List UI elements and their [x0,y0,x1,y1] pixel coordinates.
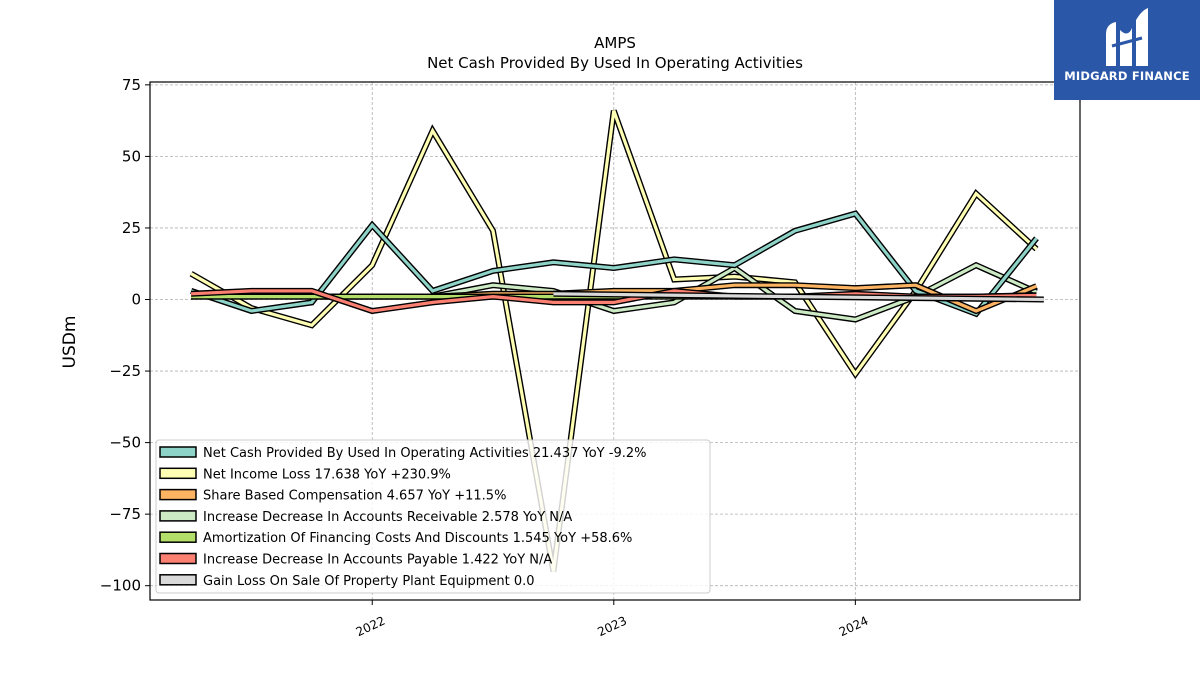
legend: Net Cash Provided By Used In Operating A… [155,439,711,594]
legend-swatch [159,531,197,543]
legend-box [155,439,711,594]
y-tick-label: −25 [109,362,141,380]
chart-subtitle: Net Cash Provided By Used In Operating A… [427,54,803,72]
legend-swatch [159,574,197,586]
legend-swatch [159,467,197,480]
brand-name: MIDGARD FINANCE [1064,69,1190,83]
y-tick-label: 25 [122,219,141,237]
legend-swatch [159,552,197,565]
x-tick-label: 2024 [837,614,871,640]
series-line-net-cash-provided-by-used-in-operating-activities [190,211,1038,316]
y-tick-label: −75 [109,505,141,523]
y-tick-label: 50 [122,147,141,165]
legend-swatch [159,510,197,522]
legend-label: Increase Decrease In Accounts Payable 1.… [203,553,552,568]
legend-label: Gain Loss On Sale Of Property Plant Equi… [203,574,535,589]
legend-label: Net Income Loss 17.638 YoY +230.9% [203,467,451,482]
legend-label: Increase Decrease In Accounts Receivable… [203,510,572,525]
brand-logo: MIDGARD FINANCE [1054,0,1200,100]
midgard-logo-icon [1106,8,1148,66]
x-tick-label: 2022 [354,614,388,640]
chart-title: AMPS [594,34,636,52]
legend-label: Net Cash Provided By Used In Operating A… [203,446,646,461]
legend-label: Share Based Compensation 4.657 YoY +11.5… [203,489,506,504]
y-tick-label: 75 [122,76,141,94]
y-tick-label: 0 [131,291,141,309]
series-line-net-income-loss [190,110,1038,572]
y-tick-label: −100 [100,577,141,595]
series-line-gain-loss-on-sale-of-property-plant-equipment [553,292,1044,302]
plot-frame [149,81,1081,601]
y-axis-label: USDm [60,316,80,369]
legend-swatch [159,446,197,458]
x-tick-label: 2023 [595,614,629,640]
legend-label: Amortization Of Financing Costs And Disc… [203,531,632,546]
y-tick-label: −50 [109,434,141,452]
series-lines [189,109,1044,572]
legend-swatch [159,488,197,501]
